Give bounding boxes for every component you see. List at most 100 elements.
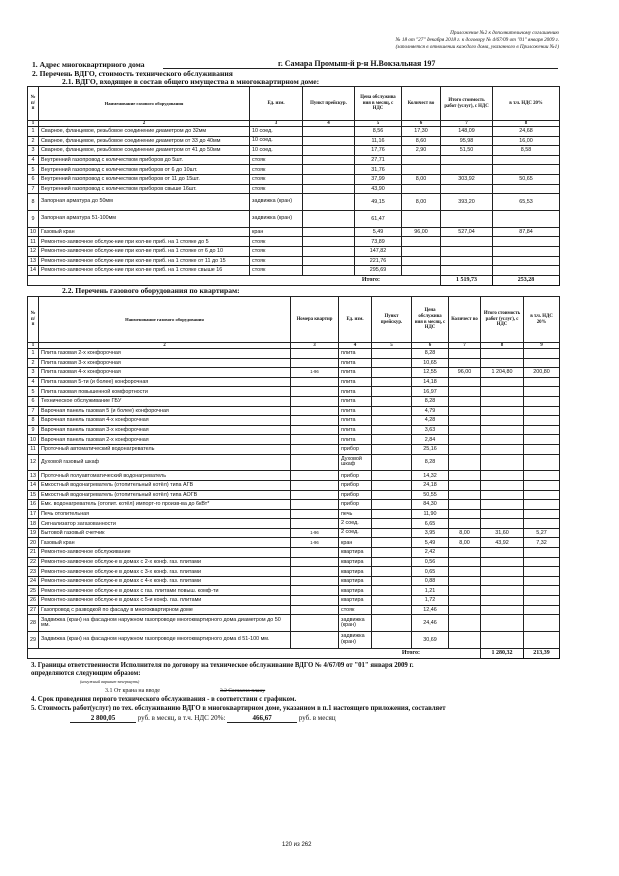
table-row: 17 Печь отопительная печь 11,90 <box>27 508 560 520</box>
table-cell <box>290 348 339 359</box>
column-header: Пункт прейскур. <box>302 86 355 121</box>
table-cell: 16 <box>27 499 39 510</box>
table-cell <box>448 395 481 407</box>
table-cell <box>371 556 412 568</box>
table-cell: Проточный полуавтоматический водонагрева… <box>38 470 291 481</box>
table-cell <box>480 434 524 445</box>
table-cell: стояк <box>249 265 303 276</box>
table-cell: 5,49 <box>411 537 449 549</box>
table-cell: 21 <box>27 547 39 558</box>
table1-title: 2.1. ВДГО, входящее в состав общего имущ… <box>62 77 320 86</box>
boundary-option-1[interactable]: 3.1 От крана на вводе <box>105 688 160 694</box>
table-cell <box>448 434 481 445</box>
table-cell <box>523 395 560 407</box>
table-cell: Варочная панель газовая 3-х конфорочная <box>38 424 291 436</box>
table-cell <box>480 585 524 597</box>
table-row: 19 Бытовой газовый счетчик 1-96 2 соед. 3,95… <box>27 527 560 539</box>
table-cell <box>448 631 481 649</box>
table-cell <box>523 348 560 359</box>
table-cell: Емк. водонагреватель (отопит. котёл) имп… <box>38 499 291 510</box>
table-cell: задвижка (кран) <box>249 209 303 228</box>
table-cell: Ремонтно-заявочное обслуживание <box>38 547 291 558</box>
table-cell: квартира <box>338 595 372 606</box>
table-cell <box>290 434 339 445</box>
table-cell <box>480 566 524 577</box>
boundary-option-2[interactable]: 3.2 Согласно плану <box>220 688 266 694</box>
table-cell <box>302 154 355 166</box>
table-cell: 1 <box>27 348 39 359</box>
table-row: 16 Емк. водонагреватель (отопит. котёл) и… <box>27 499 560 510</box>
table-cell <box>371 348 412 359</box>
table-cell: 14,18 <box>411 376 449 388</box>
table-cell <box>523 631 560 649</box>
table-cell <box>371 518 412 529</box>
table-cell: Варочная панель газовая 4-х конфорочная <box>38 415 291 426</box>
table-cell <box>480 443 524 455</box>
table-cell <box>371 547 412 558</box>
table-cell <box>371 527 412 539</box>
table-cell: 1,21 <box>411 585 449 597</box>
table-cell: 24,68 <box>492 126 560 137</box>
table-cell <box>448 566 481 577</box>
table-cell: 6 <box>27 173 39 185</box>
table-row: 21 Ремонтно-заявочное обслуживание квартир… <box>27 547 560 558</box>
table-cell <box>371 434 412 445</box>
table-cell: квартира <box>338 566 372 577</box>
table-cell: 12,55 <box>411 367 449 378</box>
table-cell <box>440 154 493 166</box>
table-row: 7 Внутренний газопровод с количеством при… <box>27 183 560 195</box>
table-cell <box>523 508 560 520</box>
section5-amounts: 2 800,05 руб. в месяц, в т.ч. НДС 20%: 4… <box>70 714 336 723</box>
table-cell: 17,76 <box>354 145 402 156</box>
table-cell: Задвижка (кран) на фасадном наружном газ… <box>38 631 291 649</box>
table-cell <box>448 415 481 426</box>
table-cell: прибор <box>338 470 372 481</box>
table-cell: 8,28 <box>411 348 449 359</box>
table-cell: 51,50 <box>440 145 493 156</box>
table-cell <box>371 470 412 481</box>
table-row: 5 Плита газовая повышенной комфортности пл… <box>27 386 560 397</box>
table-row: 18 Сигнализатор загазованности 2 соед. 6,65 <box>27 518 560 529</box>
table-cell <box>448 348 481 359</box>
table-cell: Запорная арматура до 50мм <box>38 193 250 211</box>
table-cell <box>480 357 524 369</box>
table-cell: 10 <box>27 434 39 445</box>
table-cell: Духовой шкаф <box>338 453 372 472</box>
table-cell <box>371 489 412 501</box>
table-cell: Емкостный водонагреватель (отопительный … <box>38 489 291 501</box>
table-cell: 8,00 <box>448 527 481 539</box>
table-cell <box>290 575 339 587</box>
table-cell <box>492 154 560 166</box>
table-cell: квартира <box>338 575 372 587</box>
table-cell: 2 <box>27 357 39 369</box>
table-cell <box>290 424 339 436</box>
table-cell: Проточный автоматический водонагреватель <box>38 443 291 455</box>
monthly-total: 2 800,05 <box>70 714 136 723</box>
table-cell <box>523 357 560 369</box>
table-cell: 31,60 <box>480 527 524 539</box>
table-cell: задвижка (кран) <box>338 631 372 649</box>
table-cell: 11,16 <box>354 135 402 147</box>
table-cell: 15 <box>27 489 39 501</box>
table-cell <box>448 405 481 417</box>
table-cell <box>290 470 339 481</box>
table-cell <box>371 595 412 606</box>
table-cell <box>302 236 355 247</box>
table-row: 3 Плита газовая 4-х конфорочная 1-96 плита 1… <box>27 367 560 378</box>
table-cell <box>440 236 493 247</box>
table-cell: 4 <box>27 154 39 166</box>
table-cell: 4,79 <box>411 405 449 417</box>
total-sum: 1 519,73 <box>440 274 493 286</box>
table-cell: 17,30 <box>401 126 441 137</box>
table-cell: прибор <box>338 443 372 455</box>
table-row: 25 Ремонтно-заявочное обслуж-е в домах с … <box>27 585 560 597</box>
table-cell <box>401 236 441 247</box>
table-cell: 148,09 <box>440 126 493 137</box>
table-cell <box>480 405 524 417</box>
table-cell: Газовый кран <box>38 537 291 549</box>
table-cell: Внутренний газопровод с количеством приб… <box>38 173 250 185</box>
table-cell <box>492 236 560 247</box>
table-cell <box>401 209 441 228</box>
table-cell <box>480 395 524 407</box>
address-value: г. Самара Промыш-й р-н Н.Вокзальная 197 <box>278 59 436 68</box>
